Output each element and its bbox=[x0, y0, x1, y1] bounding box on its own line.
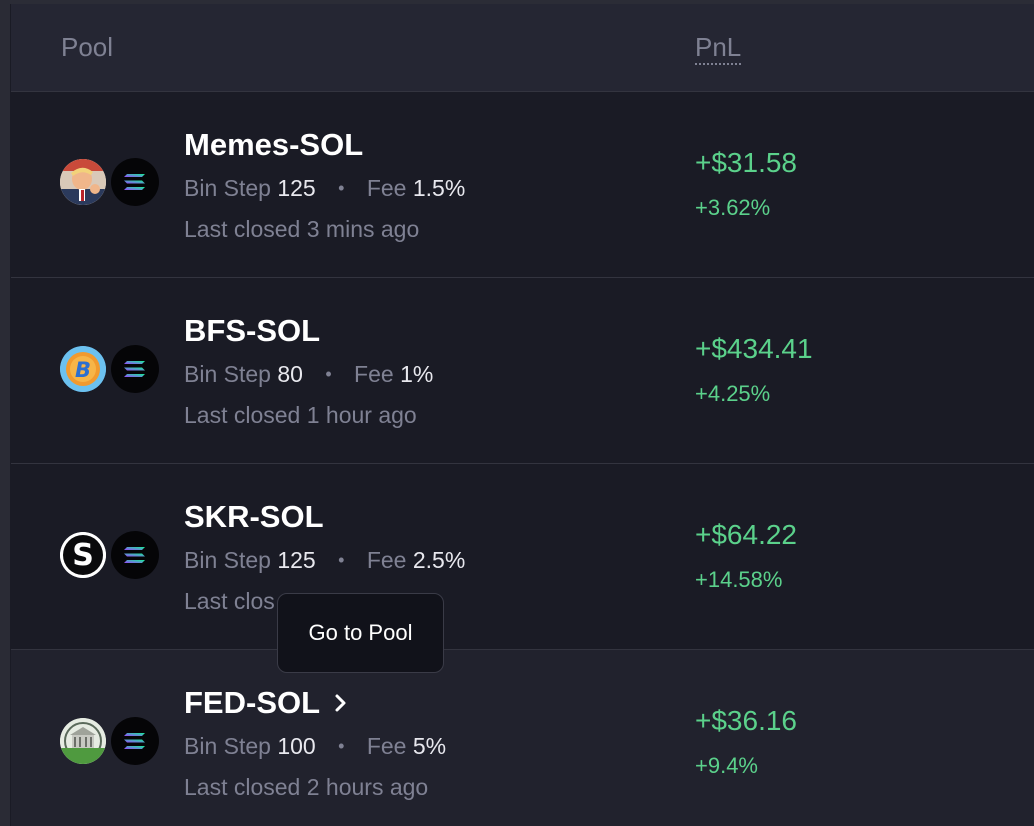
fee-label: Fee bbox=[354, 361, 394, 387]
fee-label: Fee bbox=[366, 547, 407, 573]
table-row[interactable]: B BFS-SOL Bin Step bbox=[11, 278, 1034, 464]
pool-pair-name[interactable]: FED-SOL bbox=[184, 685, 348, 721]
bin-step-label: Bin Step bbox=[184, 733, 271, 759]
pnl-usd: +$434.41 bbox=[695, 333, 813, 364]
pool-pair-name[interactable]: SKR-SOL bbox=[184, 499, 324, 534]
solana-icon bbox=[111, 531, 159, 579]
table-row[interactable]: FED-SOL Bin Step 100 • Fee 5% Last close… bbox=[11, 650, 1034, 826]
pnl-usd: +$31.58 bbox=[695, 147, 797, 178]
bin-step-label: Bin Step bbox=[184, 361, 271, 387]
pool-pair-name[interactable]: BFS-SOL bbox=[184, 313, 321, 348]
pool-meta: Bin Step 100 • Fee 5% bbox=[184, 733, 446, 760]
last-closed: Last closed 1 hour ago bbox=[184, 402, 417, 428]
bin-step-label: Bin Step bbox=[184, 547, 271, 573]
separator-dot: • bbox=[338, 736, 345, 756]
top-border bbox=[0, 0, 1034, 4]
fed-token-icon bbox=[60, 718, 106, 764]
bfs-token-icon: B bbox=[60, 346, 106, 392]
pool-pair-name[interactable]: Memes-SOL bbox=[184, 127, 364, 162]
pool-pair-text: FED-SOL bbox=[184, 685, 321, 720]
go-to-pool-tooltip: Go to Pool bbox=[277, 593, 444, 673]
fee-value: 5% bbox=[412, 733, 447, 759]
solana-icon bbox=[111, 345, 159, 393]
pnl-percent: +14.58% bbox=[695, 567, 783, 592]
solana-icon bbox=[111, 158, 159, 206]
svg-text:S: S bbox=[72, 538, 94, 573]
bin-step-value: 125 bbox=[277, 547, 316, 573]
fee-label: Fee bbox=[366, 175, 407, 201]
pnl-percent: +9.4% bbox=[695, 753, 758, 778]
bin-step-value: 125 bbox=[277, 175, 316, 201]
bin-step-value: 100 bbox=[277, 733, 316, 759]
table-row[interactable]: Memes-SOL Bin Step 125 • Fee 1.5% Last c… bbox=[11, 92, 1034, 278]
last-closed: Last closed 2 hours ago bbox=[184, 774, 429, 800]
solana-icon bbox=[111, 717, 159, 765]
header-pool: Pool bbox=[61, 32, 114, 62]
memes-token-icon bbox=[60, 159, 106, 205]
last-closed: Last clos bbox=[184, 588, 275, 614]
pnl-usd: +$64.22 bbox=[695, 519, 797, 550]
separator-dot: • bbox=[338, 178, 345, 198]
pool-meta: Bin Step 125 • Fee 1.5% bbox=[184, 175, 465, 202]
fee-value: 1% bbox=[400, 361, 434, 387]
last-closed: Last closed 3 mins ago bbox=[184, 216, 420, 242]
fee-value: 1.5% bbox=[412, 175, 466, 201]
left-border bbox=[0, 0, 10, 826]
tooltip-label: Go to Pool bbox=[308, 620, 413, 645]
bin-step-value: 80 bbox=[277, 361, 303, 387]
header-pnl[interactable]: PnL bbox=[695, 32, 742, 65]
fee-label: Fee bbox=[366, 733, 407, 759]
svg-text:B: B bbox=[75, 358, 91, 382]
separator-dot: • bbox=[338, 550, 345, 570]
separator-dot: • bbox=[325, 364, 332, 384]
pool-meta: Bin Step 125 • Fee 2.5% bbox=[184, 547, 465, 574]
pnl-percent: +3.62% bbox=[695, 195, 771, 220]
table-header: Pool PnL bbox=[11, 4, 1034, 92]
table-row[interactable]: S SKR-SOL Bin Step bbox=[11, 464, 1034, 650]
bin-step-label: Bin Step bbox=[184, 175, 271, 201]
pool-meta: Bin Step 80 • Fee 1% bbox=[184, 361, 433, 388]
skr-token-icon: S bbox=[60, 532, 106, 578]
chevron-right-icon bbox=[334, 685, 348, 721]
fee-value: 2.5% bbox=[412, 547, 466, 573]
pool-positions-table: Pool PnL bbox=[11, 4, 1034, 826]
pnl-usd: +$36.16 bbox=[695, 705, 797, 736]
pnl-percent: +4.25% bbox=[695, 381, 771, 406]
